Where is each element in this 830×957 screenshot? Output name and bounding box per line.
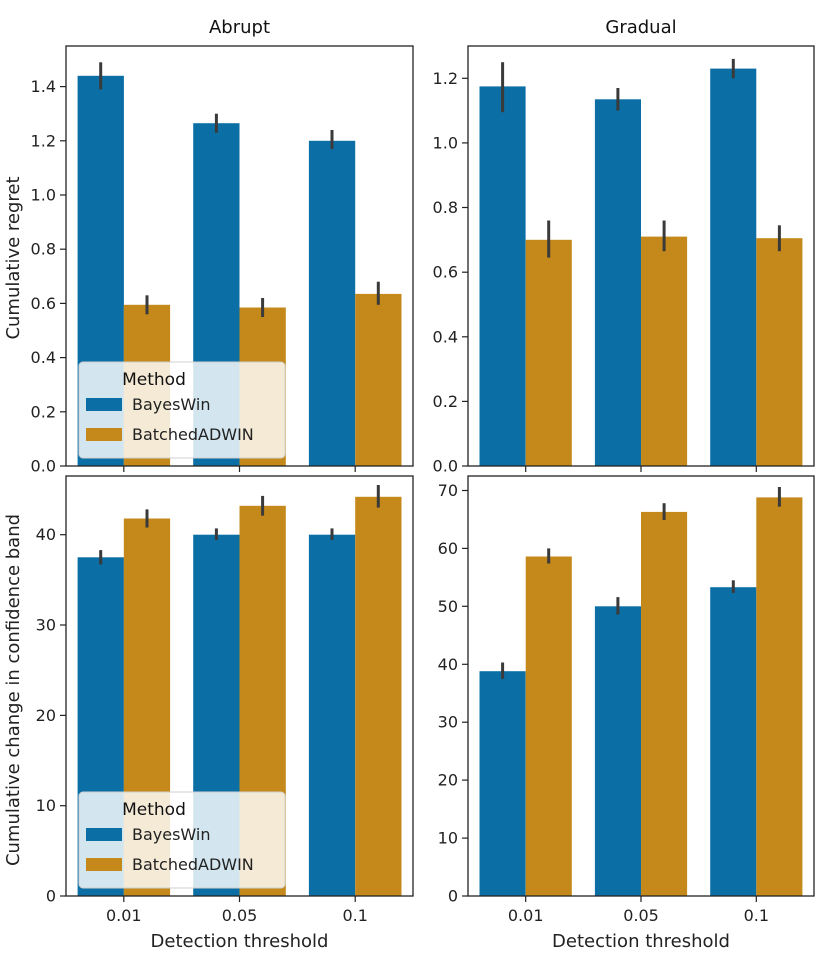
bar-batchedadwin-0.01 [525,556,572,896]
legend-title: Method [122,370,186,390]
ytick-label: 40 [36,525,56,544]
chart-panel-4: 0 10 20 30 40 50 60 70 0.01 0.05 0.1 Detection thre… [438,475,815,952]
ytick-label: 0.4 [31,348,56,367]
bar-bayeswin-0.01 [479,86,526,467]
ytick-label: 0.2 [433,392,458,411]
ytick-label: 70 [438,481,458,500]
ytick-label: 1.0 [31,186,56,205]
bar-bayeswin-0.1 [308,140,356,467]
chart-panel-2: 0.0 0.2 0.4 0.6 0.8 1.0 1.2 Gradual [433,17,815,476]
ytick-label: 30 [438,713,458,732]
ytick-label: 0 [46,887,56,906]
ytick-label: 1.2 [433,69,458,88]
legend-label-batchedadwin: BatchedADWIN [132,855,254,874]
ytick-label: 1.2 [31,131,56,150]
legend-swatch-bayeswin [86,828,122,841]
ytick-label: 1.0 [433,133,458,152]
chart-panel-3: 0 10 20 30 40 0.01 0.05 0.1 Detection threshold M… [36,475,414,952]
bar-batchedadwin-0.1 [355,496,402,896]
xtick-label: 0.01 [106,906,142,925]
ytick-label: 0.8 [31,240,56,259]
xtick-label: 0.01 [508,906,544,925]
bar-batchedadwin-0.1 [355,293,402,466]
chart-title: Abrupt [209,17,270,38]
xtick-label: 0.05 [222,906,258,925]
chart-title: Gradual [605,17,676,38]
legend-title: Method [122,800,186,820]
legend-swatch-batchedadwin [86,858,122,871]
bar-batchedadwin-0.01 [525,239,572,466]
ytick-label: 40 [438,655,458,674]
ytick-label: 60 [438,539,458,558]
ytick-label: 0.4 [433,327,458,346]
bar-bayeswin-0.05 [594,606,641,896]
ytick-label: 0.6 [31,294,56,313]
bar-bayeswin-0.1 [710,587,757,896]
ytick-label: 20 [36,706,56,725]
xtick-label: 0.1 [744,906,769,925]
ytick-label: 0 [448,887,458,906]
legend-label-bayeswin: BayesWin [132,395,210,414]
ytick-label: 30 [36,616,56,635]
xlabel: Detection threshold [151,931,329,952]
bar-batchedadwin-0.05 [641,236,688,466]
legend-box [78,791,286,889]
bar-bayeswin-0.1 [308,534,356,896]
ytick-label: 50 [438,597,458,616]
bar-bayeswin-0.05 [594,99,641,467]
bar-batchedadwin-0.05 [641,511,688,896]
legend-swatch-batchedadwin [86,428,122,441]
ytick-label: 0.8 [433,198,458,217]
legend-label-batchedadwin: BatchedADWIN [132,425,254,444]
panels: 0.0 0.2 0.4 0.6 0.8 1.0 1.2 1.4 Abrupt Method Baye… [31,17,815,952]
ytick-label: 1.4 [31,77,56,96]
ylabel-top: Cumulative regret [3,176,24,339]
bar-bayeswin-0.01 [479,671,526,896]
bar-bayeswin-0.1 [710,68,757,466]
bar-batchedadwin-0.1 [756,497,803,896]
bar-batchedadwin-0.1 [756,238,803,466]
ytick-label: 10 [36,796,56,815]
legend-box [78,361,286,459]
ytick-label: 20 [438,771,458,790]
chart-panel-1: 0.0 0.2 0.4 0.6 0.8 1.0 1.2 1.4 Abrupt Method Baye… [31,17,414,476]
ytick-label: 0.2 [31,402,56,421]
legend: Method BayesWin BatchedADWIN [78,361,286,459]
legend-label-bayeswin: BayesWin [132,825,210,844]
ytick-label: 0.0 [31,457,56,476]
ytick-label: 0.6 [433,263,458,282]
legend-swatch-bayeswin [86,398,122,411]
xlabel: Detection threshold [552,931,730,952]
ytick-label: 0.0 [433,457,458,476]
xtick-label: 0.1 [342,906,367,925]
xtick-label: 0.05 [623,906,659,925]
legend: Method BayesWin BatchedADWIN [78,791,286,889]
ytick-label: 10 [438,829,458,848]
ylabel-bottom: Cumulative change in confidence band [3,514,24,866]
